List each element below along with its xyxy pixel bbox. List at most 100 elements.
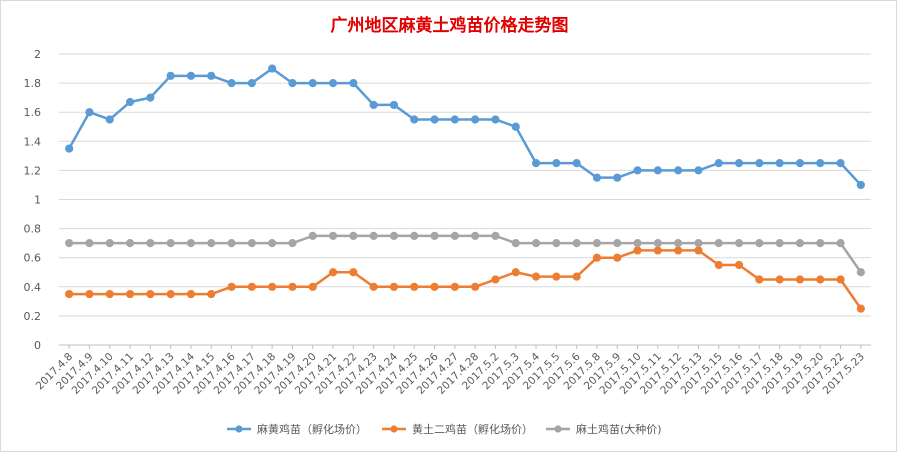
data-point: [328, 268, 338, 277]
series-3: [65, 231, 865, 277]
data-point: [247, 282, 256, 291]
plot-series: [65, 64, 865, 313]
data-point: [653, 239, 662, 248]
data-point: [592, 173, 602, 182]
data-point: [653, 246, 662, 255]
data-point: [146, 289, 155, 299]
legend-item: 麻黄鸡苗（孵化场价）: [227, 422, 367, 436]
data-point: [734, 239, 744, 248]
x-axis: 2017.4.82017.4.92017.4.102017.4.112017.4…: [34, 345, 867, 397]
data-point: [471, 115, 480, 124]
data-point: [714, 159, 723, 168]
data-point: [166, 239, 175, 248]
data-point: [816, 275, 825, 284]
data-point: [450, 282, 459, 291]
data-point: [207, 71, 216, 80]
data-point: [349, 231, 358, 240]
gridlines: [59, 53, 871, 346]
data-point: [186, 71, 196, 80]
data-point: [491, 231, 500, 240]
data-point: [410, 282, 419, 291]
data-point: [714, 239, 723, 248]
legend-item: 黄土二鸡苗（孵化场价）: [382, 422, 533, 436]
data-point: [775, 239, 784, 248]
y-tick-label: 1.4: [24, 135, 42, 148]
legend-marker: [235, 425, 243, 433]
data-point: [734, 159, 744, 168]
data-point: [369, 282, 378, 291]
data-point: [856, 180, 865, 190]
data-point: [288, 239, 297, 248]
data-point: [268, 282, 277, 291]
data-point: [633, 166, 642, 175]
data-point: [836, 275, 845, 284]
data-point: [227, 282, 236, 291]
data-point: [450, 231, 459, 240]
data-point: [511, 239, 520, 248]
data-point: [836, 159, 845, 168]
data-point: [795, 275, 805, 284]
data-point: [389, 100, 399, 110]
legend-item: 麻土鸡苗(大种价): [546, 422, 662, 436]
y-tick-label: 1.2: [24, 164, 42, 177]
series-line: [69, 234, 862, 273]
data-point: [389, 231, 399, 240]
data-point: [247, 239, 256, 248]
data-point: [755, 159, 764, 168]
data-point: [85, 289, 94, 299]
data-point: [552, 239, 561, 248]
data-point: [308, 282, 317, 291]
data-point: [105, 289, 114, 299]
data-point: [613, 173, 622, 182]
data-point: [572, 272, 581, 281]
data-point: [775, 159, 784, 168]
data-point: [531, 159, 541, 168]
data-point: [105, 115, 114, 124]
data-point: [349, 268, 358, 277]
data-point: [186, 289, 196, 299]
data-point: [410, 115, 419, 124]
data-point: [430, 231, 439, 240]
data-point: [816, 239, 825, 248]
data-point: [795, 159, 805, 168]
data-point: [146, 93, 155, 102]
data-point: [674, 246, 683, 255]
data-point: [633, 246, 642, 255]
data-point: [349, 79, 358, 88]
legend: 麻黄鸡苗（孵化场价） 黄土二鸡苗（孵化场价） 麻土鸡苗(大种价): [227, 422, 662, 436]
chart-title: 广州地区麻黄土鸡苗价格走势图: [330, 16, 569, 36]
data-point: [531, 239, 541, 248]
data-point: [166, 71, 175, 80]
data-point: [856, 304, 865, 313]
data-point: [125, 239, 135, 248]
data-point: [613, 239, 622, 248]
legend-marker: [554, 425, 562, 433]
data-point: [795, 239, 805, 248]
data-point: [125, 97, 135, 107]
y-tick-label: 0.2: [24, 310, 42, 323]
data-point: [471, 282, 480, 291]
data-point: [85, 108, 94, 117]
data-point: [694, 246, 703, 255]
data-point: [105, 239, 114, 248]
data-point: [633, 239, 642, 248]
data-point: [572, 159, 581, 168]
data-point: [430, 115, 439, 124]
data-point: [694, 239, 703, 248]
data-point: [146, 239, 155, 248]
data-point: [328, 231, 338, 240]
data-point: [65, 239, 74, 248]
y-tick-label: 0.4: [24, 281, 42, 294]
data-point: [430, 282, 439, 291]
data-point: [389, 282, 399, 291]
data-point: [369, 231, 378, 240]
data-point: [166, 289, 175, 299]
data-point: [328, 79, 338, 88]
data-point: [450, 115, 459, 124]
data-point: [288, 79, 297, 88]
data-point: [227, 239, 236, 248]
data-point: [531, 272, 541, 281]
data-point: [288, 282, 297, 291]
data-point: [247, 79, 256, 88]
data-point: [714, 260, 723, 270]
